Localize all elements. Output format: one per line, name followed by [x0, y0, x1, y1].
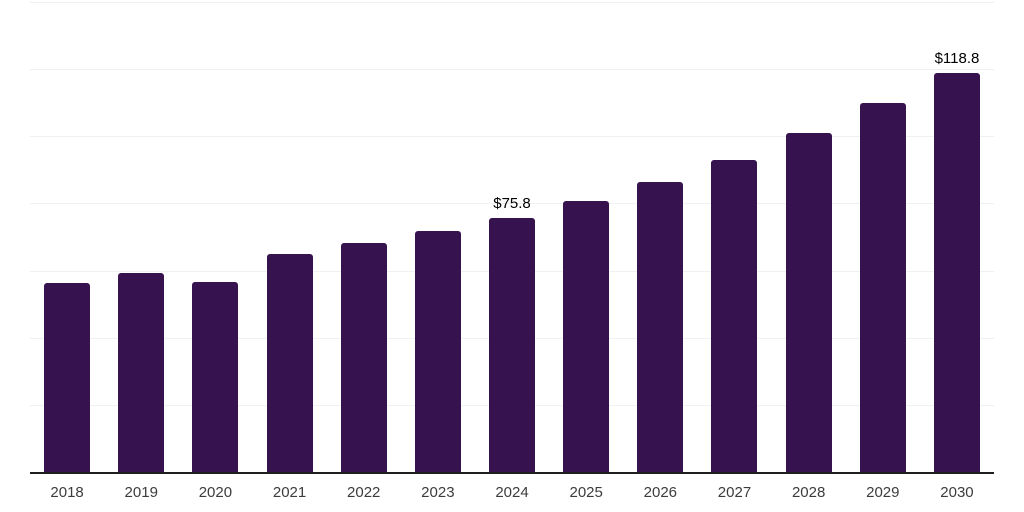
bar-slot	[252, 2, 326, 472]
x-tick-label: 2022	[347, 484, 381, 501]
bar	[44, 283, 91, 472]
bar-slot: $118.8	[920, 2, 994, 472]
bar-slot	[178, 2, 252, 472]
bar	[489, 217, 536, 472]
gridline	[30, 203, 994, 205]
x-tick-label: 2025	[569, 484, 603, 501]
x-tick-label: 2026	[643, 484, 678, 501]
x-tick-label: 2030	[940, 484, 974, 501]
bar-slot	[846, 2, 920, 472]
bar	[118, 273, 165, 472]
gridline	[30, 69, 994, 71]
bar	[785, 132, 832, 472]
x-tick-label: 2019	[124, 484, 158, 501]
x-axis-labels: 2018 2019 2020 2021 2022 2023 2024 2025 2026 2027…	[30, 484, 994, 502]
bar	[637, 182, 684, 472]
bar	[563, 201, 610, 472]
gridline	[30, 2, 994, 3]
x-tick-label: 2021	[272, 484, 307, 501]
bar-slot	[623, 2, 697, 472]
plot-area: $75.8 $118.8	[30, 2, 994, 474]
bar-value-label: $75.8	[493, 194, 531, 212]
x-tick-label: 2023	[421, 484, 455, 501]
bar-slot	[327, 2, 401, 472]
bar-value-label: $118.8	[934, 50, 980, 68]
x-tick-label: 2020	[198, 484, 233, 501]
bar-slot	[549, 2, 623, 472]
bar	[859, 103, 906, 472]
bar-slot: $75.8	[475, 2, 549, 472]
x-tick-label: 2028	[791, 484, 826, 501]
bar	[933, 73, 980, 472]
bar	[414, 231, 461, 472]
x-tick-label: 2027	[717, 484, 752, 501]
x-tick-label: 2029	[866, 484, 900, 501]
x-tick-label: 2018	[50, 484, 84, 501]
gridline	[30, 136, 994, 138]
bar-slot	[697, 2, 771, 472]
bar-slot	[104, 2, 178, 472]
bar	[340, 243, 387, 472]
bar-slot	[401, 2, 475, 472]
bar-slot	[772, 2, 846, 472]
bar	[192, 282, 239, 472]
bar	[266, 254, 313, 472]
bar	[711, 159, 758, 472]
bar-slot	[30, 2, 104, 472]
x-tick-label: 2024	[495, 484, 529, 501]
